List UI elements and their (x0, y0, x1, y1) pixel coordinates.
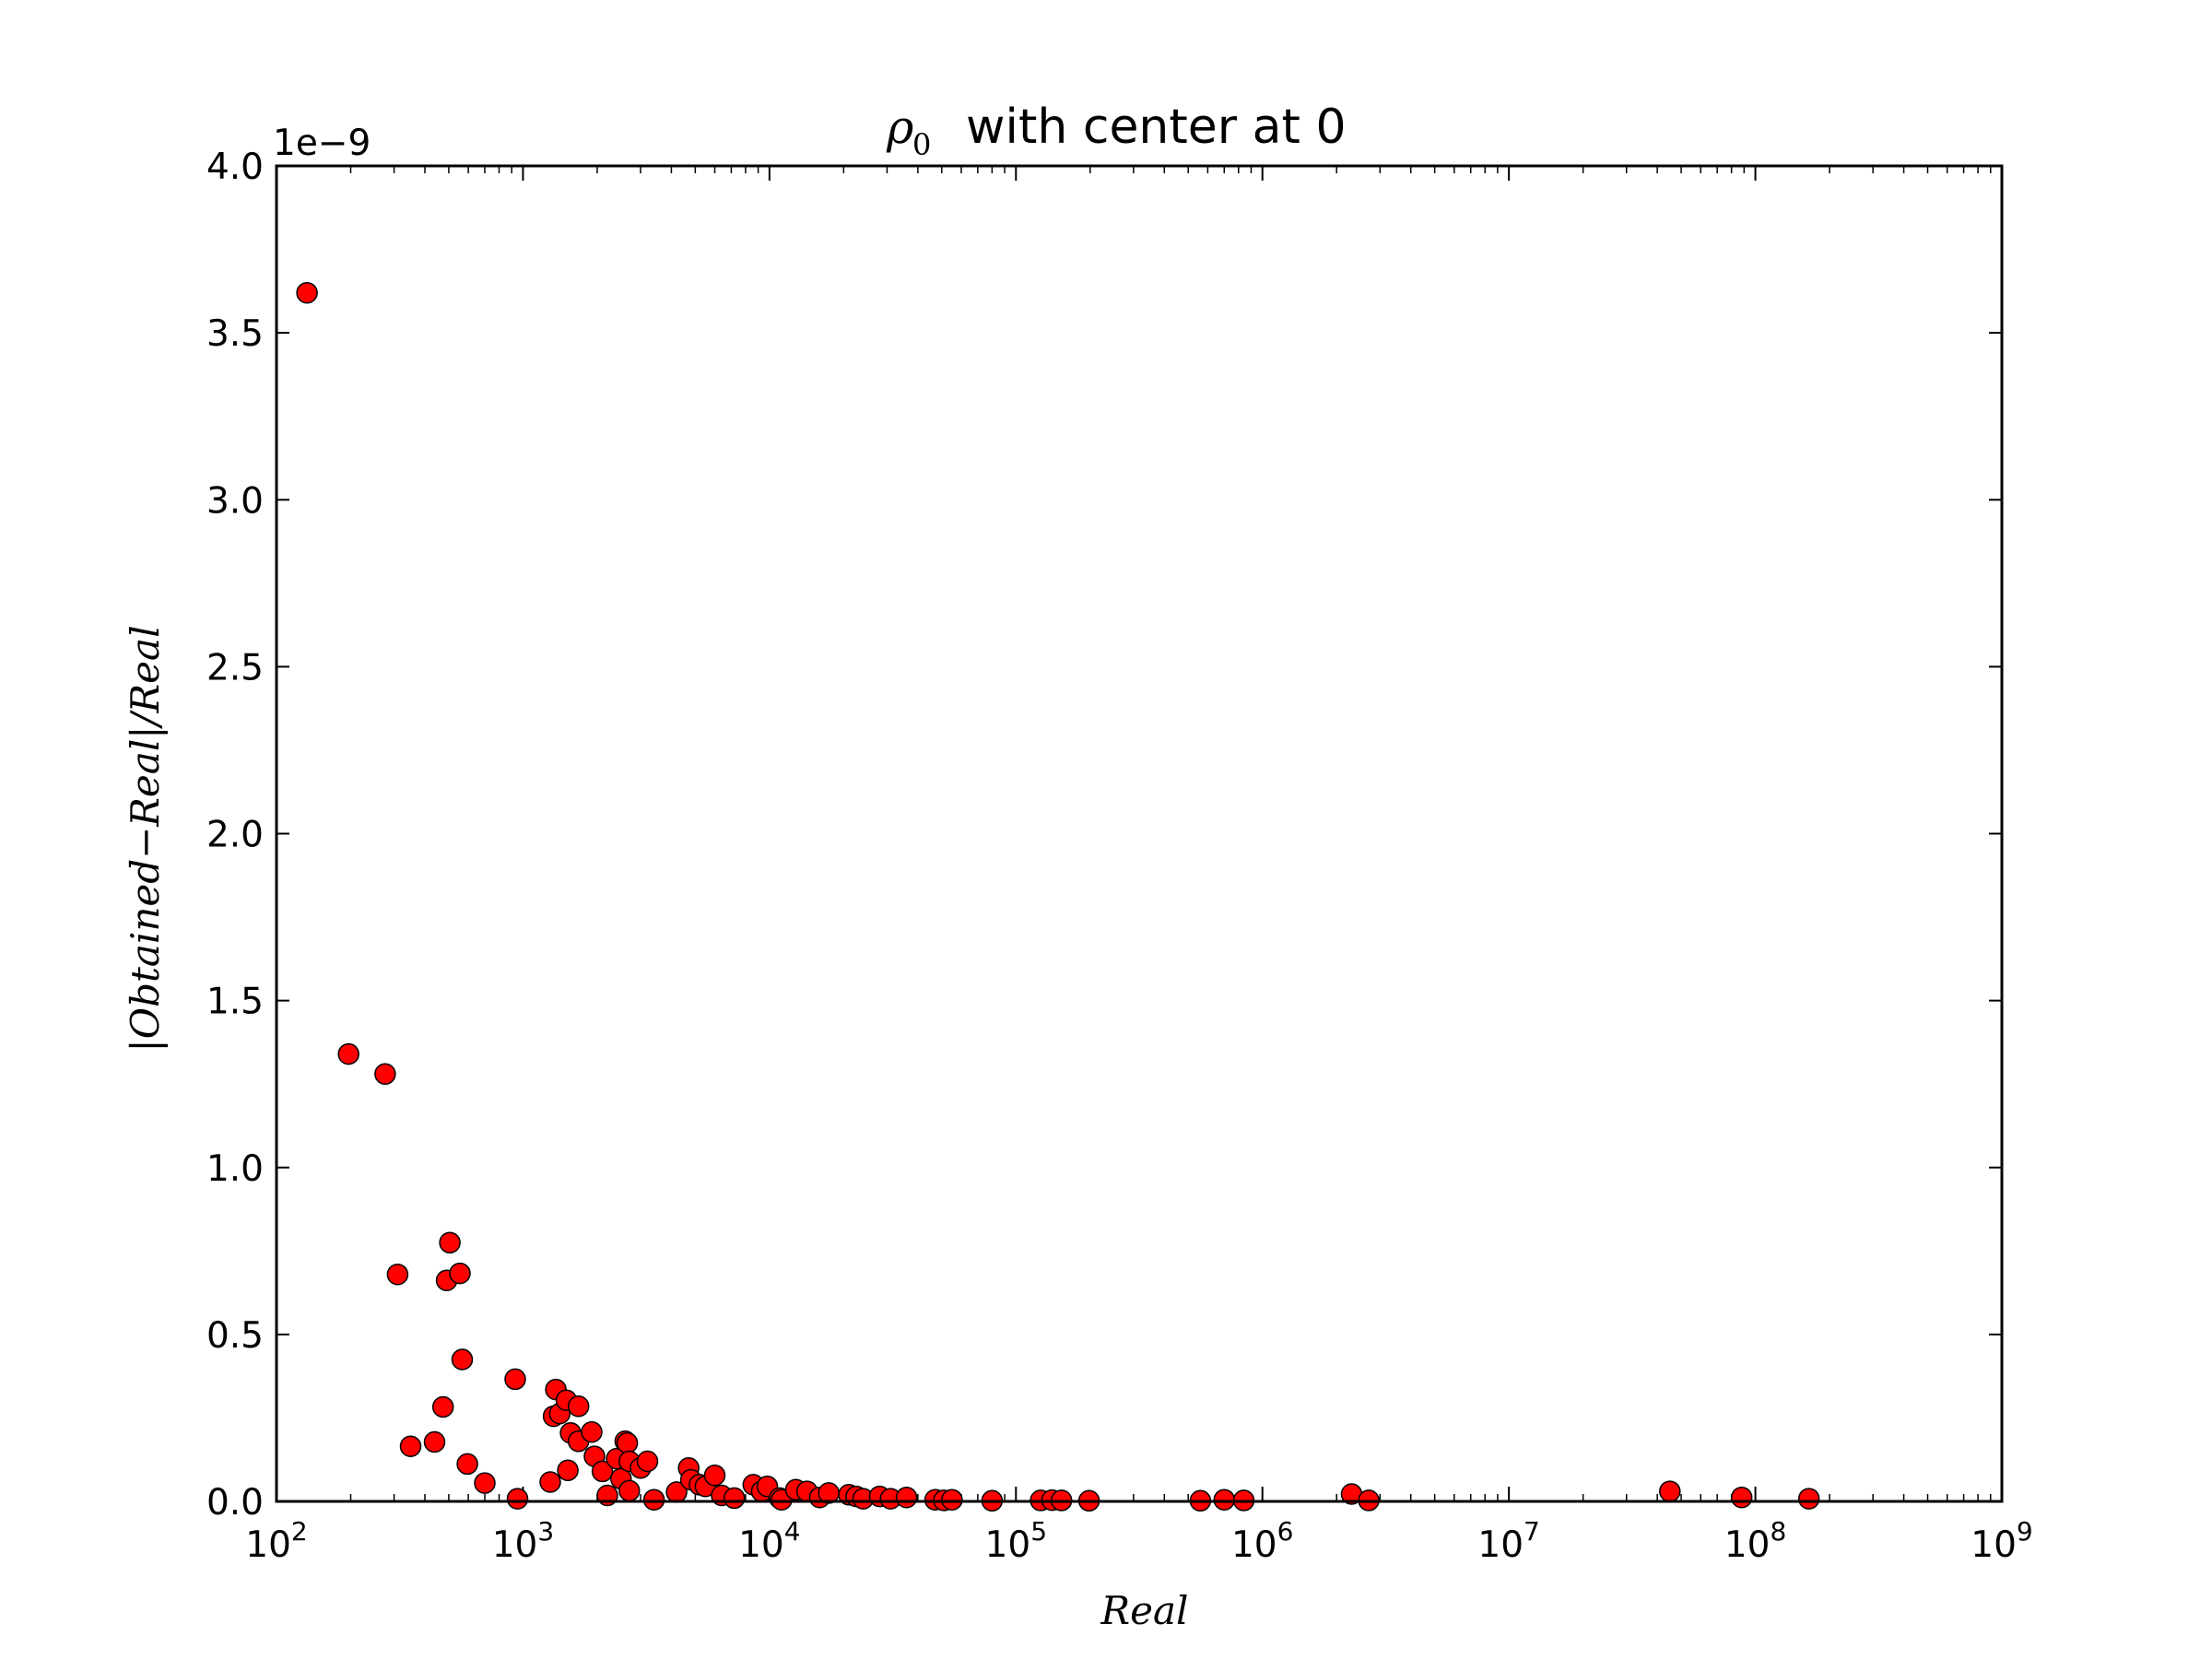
y-tick-label: 0.5 (206, 1315, 264, 1357)
title-symbol: ρ (886, 100, 914, 154)
data-point (1797, 1488, 1820, 1510)
data-point (941, 1488, 963, 1511)
y-tick-label: 1.0 (206, 1148, 264, 1190)
data-point (557, 1459, 579, 1482)
y-tick-label: 3.0 (206, 480, 264, 522)
data-point (618, 1479, 641, 1502)
y-tick-label: 2.5 (206, 647, 264, 688)
data-point (1730, 1486, 1753, 1509)
data-point (399, 1435, 422, 1457)
data-point (439, 1231, 461, 1254)
data-point (386, 1263, 409, 1286)
data-point (337, 1042, 359, 1065)
x-tick-label: 108 (1724, 1516, 1786, 1566)
data-point (456, 1453, 478, 1476)
x-axis-label: Real (1100, 1588, 1189, 1633)
data-point (591, 1460, 614, 1483)
x-tick-label: 106 (1231, 1516, 1293, 1566)
y-axis-label: |Obtained−Real|/Real (123, 625, 168, 1052)
x-tick-label: 102 (245, 1516, 307, 1566)
y-tick-label: 4.0 (206, 147, 264, 188)
data-point (1213, 1488, 1236, 1511)
data-point (567, 1395, 590, 1418)
x-tick-label: 109 (1971, 1516, 2032, 1566)
data-point (431, 1395, 454, 1418)
y-tick-label: 3.5 (206, 313, 264, 355)
data-point (504, 1368, 526, 1391)
plot-frame (275, 164, 2004, 1503)
data-point (296, 281, 318, 304)
data-points (296, 281, 1820, 1512)
y-tick-label: 1.5 (206, 982, 264, 1023)
data-point (374, 1063, 396, 1086)
data-point (581, 1420, 603, 1443)
data-point (616, 1431, 639, 1454)
data-point (642, 1488, 665, 1511)
data-point (451, 1348, 474, 1371)
data-point (449, 1262, 471, 1285)
data-point (474, 1472, 496, 1494)
title-subscript: 0 (912, 127, 931, 162)
x-tick-label: 107 (1477, 1516, 1539, 1566)
data-point (423, 1430, 446, 1453)
data-point (1659, 1480, 1681, 1502)
title-text: with center at 0 (966, 100, 1347, 155)
axis-ticks: 0.0 0.5 1.0 1.5 2.0 2.5 3.0 3.5 4.0 102 103 104 105 1… (206, 147, 2033, 1566)
chart-title: ρ 0 with center at 0 (886, 100, 1347, 162)
y-offset-label: 1e−9 (273, 123, 371, 164)
data-point (895, 1486, 918, 1509)
data-point (723, 1487, 746, 1510)
data-point (703, 1464, 726, 1487)
x-tick-label: 104 (738, 1516, 800, 1566)
data-point (506, 1488, 529, 1510)
x-tick-label: 105 (985, 1516, 1047, 1566)
y-tick-label: 0.0 (206, 1482, 264, 1524)
y-tick-label: 2.0 (206, 815, 264, 856)
data-point (539, 1471, 561, 1493)
x-tick-label: 103 (492, 1516, 554, 1566)
data-point (636, 1450, 659, 1473)
